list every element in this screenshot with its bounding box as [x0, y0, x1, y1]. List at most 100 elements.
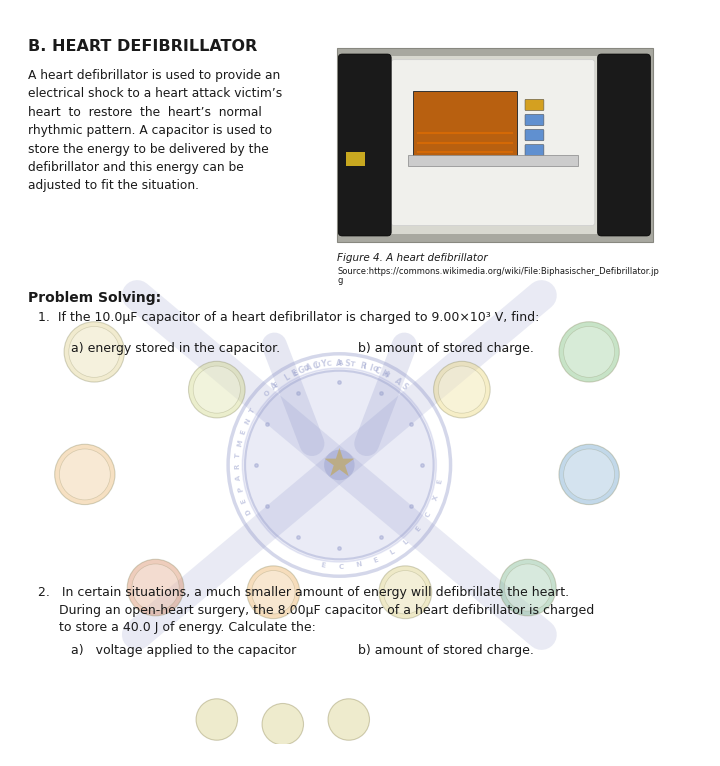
Text: E: E [372, 556, 379, 564]
Text: S: S [344, 358, 350, 368]
Circle shape [328, 699, 369, 740]
Text: N: N [355, 561, 362, 568]
Text: L: L [402, 538, 410, 545]
Text: b) amount of stored charge.: b) amount of stored charge. [358, 342, 534, 355]
Text: B. HEART DEFIBRILLATOR: B. HEART DEFIBRILLATOR [28, 39, 258, 54]
FancyBboxPatch shape [413, 91, 516, 157]
Circle shape [242, 368, 436, 562]
Text: A: A [338, 360, 343, 366]
Circle shape [189, 362, 245, 418]
Text: Figure 4. A heart defibrillator: Figure 4. A heart defibrillator [338, 253, 488, 263]
Text: Y: Y [320, 359, 327, 369]
Text: A: A [235, 475, 242, 481]
Text: adjusted to fit the situation.: adjusted to fit the situation. [28, 179, 199, 192]
Circle shape [564, 326, 615, 378]
Text: defibrillator and this energy can be: defibrillator and this energy can be [28, 161, 244, 174]
Text: rhythmic pattern. A capacitor is used to: rhythmic pattern. A capacitor is used to [28, 124, 272, 137]
Text: M: M [236, 440, 243, 447]
Text: P: P [237, 486, 244, 493]
FancyBboxPatch shape [391, 60, 595, 226]
Text: A: A [393, 376, 403, 387]
Circle shape [433, 362, 490, 418]
Text: E: E [292, 369, 299, 377]
FancyBboxPatch shape [408, 155, 578, 166]
Text: electrical shock to a heart attack victim’s: electrical shock to a heart attack victi… [28, 87, 282, 100]
Circle shape [132, 564, 179, 611]
Text: Problem Solving:: Problem Solving: [28, 290, 161, 305]
Text: R: R [235, 463, 240, 470]
FancyBboxPatch shape [525, 145, 544, 155]
Text: T: T [235, 452, 241, 457]
Circle shape [504, 564, 552, 611]
Text: X: X [432, 495, 439, 502]
Circle shape [55, 444, 115, 505]
Text: g: g [338, 276, 343, 284]
Text: E: E [239, 429, 246, 435]
Text: A: A [336, 358, 342, 368]
FancyBboxPatch shape [345, 56, 646, 234]
Text: U: U [315, 362, 321, 369]
Text: I: I [362, 363, 366, 369]
Circle shape [196, 699, 238, 740]
Circle shape [193, 366, 240, 413]
Text: D: D [245, 507, 253, 516]
Text: C: C [425, 511, 432, 518]
Text: A: A [269, 381, 279, 392]
Text: 1.  If the 10.0μF capacitor of a heart defibrillator is charged to 9.00×10³ V, f: 1. If the 10.0μF capacitor of a heart de… [37, 311, 539, 324]
FancyBboxPatch shape [338, 48, 653, 241]
Circle shape [559, 322, 619, 382]
Circle shape [500, 559, 556, 616]
Text: C: C [312, 361, 320, 371]
Text: D: D [303, 365, 310, 372]
Text: store the energy to be delivered by the: store the energy to be delivered by the [28, 142, 269, 155]
Text: b) amount of stored charge.: b) amount of stored charge. [358, 644, 534, 657]
Text: E: E [289, 368, 298, 379]
Circle shape [252, 571, 295, 614]
Text: C: C [326, 361, 332, 367]
Text: 2.   In certain situations, a much smaller amount of energy will defibrillate th: 2. In certain situations, a much smaller… [37, 586, 569, 599]
Text: N: N [382, 370, 390, 378]
Text: S: S [400, 381, 409, 391]
Text: E: E [320, 562, 326, 569]
FancyBboxPatch shape [598, 54, 650, 236]
Text: R: R [359, 361, 366, 371]
Text: G: G [297, 365, 306, 376]
FancyBboxPatch shape [338, 54, 391, 236]
Text: A heart defibrillator is used to provide an: A heart defibrillator is used to provide… [28, 69, 281, 82]
Text: I: I [367, 363, 373, 373]
Text: L: L [283, 372, 292, 383]
Circle shape [69, 326, 120, 378]
Text: C: C [338, 564, 343, 570]
FancyBboxPatch shape [346, 152, 365, 166]
FancyBboxPatch shape [525, 100, 544, 110]
Circle shape [384, 571, 427, 614]
Text: T: T [249, 408, 257, 415]
Text: O: O [263, 389, 271, 398]
Text: A: A [305, 363, 312, 373]
Circle shape [247, 566, 300, 619]
Text: a)   voltage applied to the capacitor: a) voltage applied to the capacitor [71, 644, 296, 657]
Circle shape [262, 703, 304, 745]
FancyBboxPatch shape [525, 114, 544, 126]
Text: E: E [415, 525, 422, 533]
Text: C: C [373, 365, 382, 376]
Text: O: O [371, 365, 379, 374]
Circle shape [379, 566, 432, 619]
Text: H: H [379, 368, 390, 379]
Text: T: T [349, 361, 355, 368]
Text: E: E [436, 478, 444, 484]
Circle shape [438, 366, 485, 413]
Text: heart  to  restore  the  heart’s  normal: heart to restore the heart’s normal [28, 106, 262, 119]
Text: a) energy stored in the capacitor.: a) energy stored in the capacitor. [71, 342, 280, 355]
Text: L: L [388, 548, 395, 556]
Text: ★: ★ [322, 446, 357, 484]
Text: E: E [240, 497, 248, 504]
Circle shape [64, 322, 125, 382]
Text: N: N [243, 417, 251, 425]
Circle shape [564, 449, 615, 500]
Circle shape [59, 449, 110, 500]
Text: F: F [272, 381, 280, 389]
Circle shape [559, 444, 619, 505]
Text: to store a 40.0 J of energy. Calculate the:: to store a 40.0 J of energy. Calculate t… [59, 621, 316, 634]
Circle shape [127, 559, 184, 616]
